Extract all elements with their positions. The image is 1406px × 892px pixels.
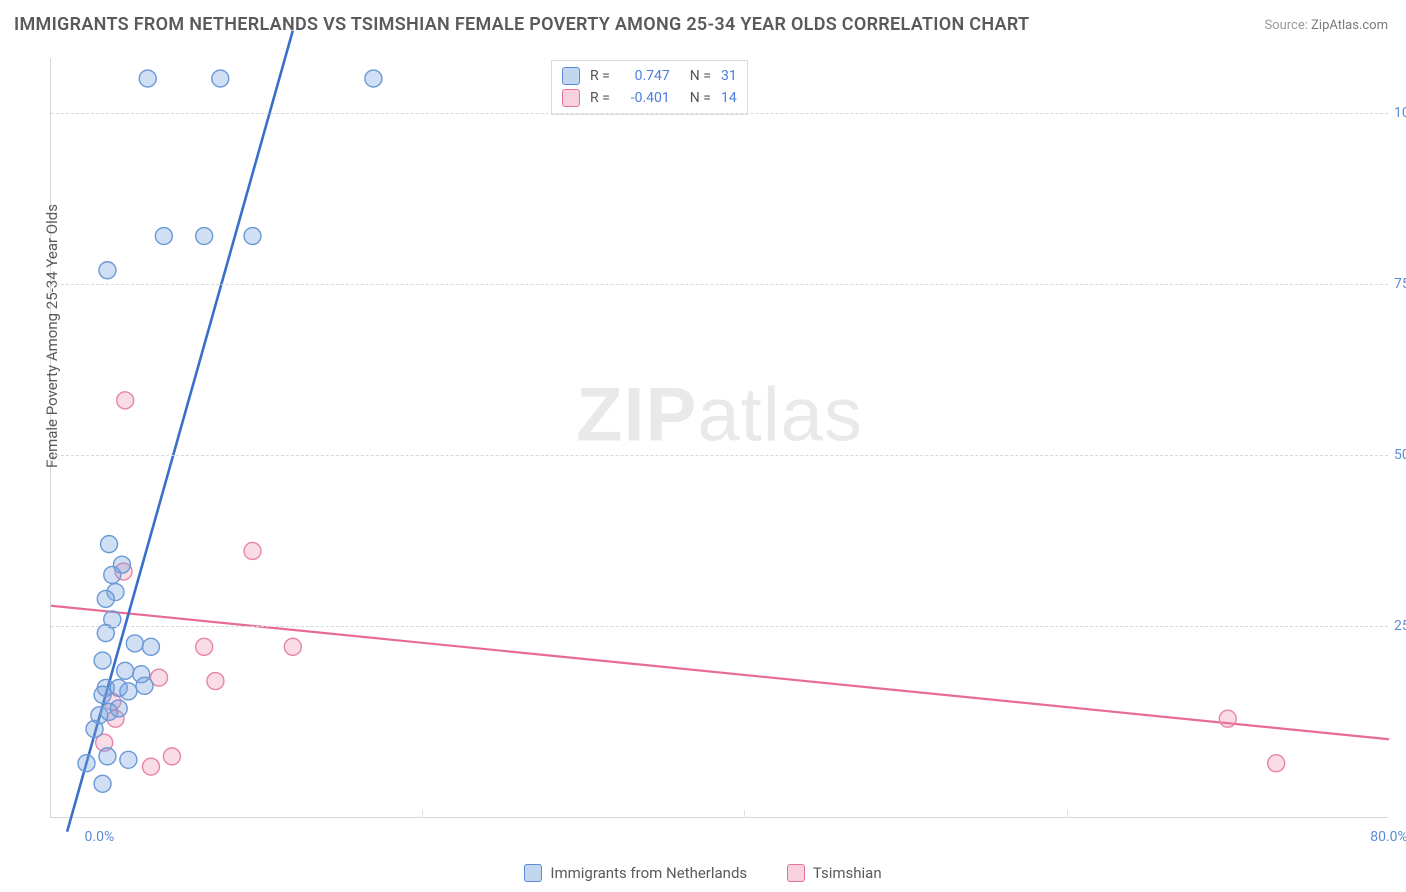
x-minor-tick bbox=[1067, 810, 1068, 818]
n-value-pink: 14 bbox=[721, 87, 737, 109]
y-tick-label: 50.0% bbox=[1394, 447, 1406, 463]
data-point-blue bbox=[94, 652, 111, 669]
data-point-blue bbox=[196, 228, 213, 245]
correlation-legend: R = 0.747 N = 31 R = -0.401 N = 14 bbox=[551, 60, 748, 115]
data-point-blue bbox=[99, 748, 116, 765]
r-label-pink: R = bbox=[590, 87, 610, 109]
source-attribution: Source: ZipAtlas.com bbox=[1264, 18, 1388, 33]
swatch-pink-icon bbox=[562, 89, 580, 107]
data-point-blue bbox=[86, 720, 103, 737]
legend-item-blue: Immigrants from Netherlands bbox=[524, 864, 747, 882]
swatch-blue-icon bbox=[524, 864, 542, 882]
gridline-h bbox=[51, 113, 1388, 114]
data-point-blue bbox=[142, 638, 159, 655]
chart-svg bbox=[51, 58, 1388, 817]
data-point-blue bbox=[110, 700, 127, 717]
data-point-blue bbox=[104, 566, 121, 583]
data-point-blue bbox=[139, 70, 156, 87]
data-point-blue bbox=[120, 751, 137, 768]
gridline-h bbox=[51, 455, 1388, 456]
data-point-blue bbox=[94, 775, 111, 792]
n-value-blue: 31 bbox=[721, 65, 737, 87]
x-tick-label: 80.0% bbox=[1370, 829, 1406, 845]
source-label: Source: bbox=[1264, 18, 1307, 33]
legend-row-pink: R = -0.401 N = 14 bbox=[562, 87, 737, 109]
data-point-pink bbox=[1268, 755, 1285, 772]
legend-item-pink: Tsimshian bbox=[787, 864, 882, 882]
swatch-pink-icon bbox=[787, 864, 805, 882]
y-tick-label: 25.0% bbox=[1394, 618, 1406, 634]
n-label-blue: N = bbox=[690, 65, 711, 87]
legend-label-pink: Tsimshian bbox=[813, 864, 882, 882]
legend-row-blue: R = 0.747 N = 31 bbox=[562, 65, 737, 87]
x-minor-tick bbox=[422, 810, 423, 818]
swatch-blue-icon bbox=[562, 67, 580, 85]
data-point-pink bbox=[163, 748, 180, 765]
data-point-pink bbox=[284, 638, 301, 655]
data-point-blue bbox=[101, 536, 118, 553]
data-point-pink bbox=[244, 542, 261, 559]
series-legend: Immigrants from Netherlands Tsimshian bbox=[0, 864, 1406, 886]
gridline-h bbox=[51, 284, 1388, 285]
y-tick-label: 100.0% bbox=[1394, 105, 1406, 121]
data-point-blue bbox=[78, 755, 95, 772]
data-point-pink bbox=[1219, 710, 1236, 727]
source-value: ZipAtlas.com bbox=[1311, 18, 1388, 33]
data-point-blue bbox=[244, 228, 261, 245]
data-point-blue bbox=[99, 262, 116, 279]
r-value-pink: -0.401 bbox=[620, 87, 670, 109]
gridline-h bbox=[51, 626, 1388, 627]
data-point-blue bbox=[97, 590, 114, 607]
n-label-pink: N = bbox=[690, 87, 711, 109]
data-point-blue bbox=[94, 686, 111, 703]
data-point-blue bbox=[117, 662, 134, 679]
x-minor-tick bbox=[744, 810, 745, 818]
y-tick-label: 75.0% bbox=[1394, 276, 1406, 292]
data-point-blue bbox=[126, 635, 143, 652]
data-point-blue bbox=[212, 70, 229, 87]
data-point-blue bbox=[155, 228, 172, 245]
data-point-pink bbox=[142, 758, 159, 775]
data-point-blue bbox=[365, 70, 382, 87]
plot-area: Female Poverty Among 25-34 Year Olds ZIP… bbox=[50, 58, 1388, 818]
data-point-pink bbox=[117, 392, 134, 409]
x-tick-label: 0.0% bbox=[85, 829, 115, 845]
data-point-blue bbox=[120, 683, 137, 700]
r-value-blue: 0.747 bbox=[620, 65, 670, 87]
data-point-blue bbox=[136, 677, 153, 694]
legend-label-blue: Immigrants from Netherlands bbox=[550, 864, 747, 882]
chart-title: IMMIGRANTS FROM NETHERLANDS VS TSIMSHIAN… bbox=[14, 14, 1029, 35]
data-point-pink bbox=[196, 638, 213, 655]
data-point-pink bbox=[207, 673, 224, 690]
r-label-blue: R = bbox=[590, 65, 610, 87]
